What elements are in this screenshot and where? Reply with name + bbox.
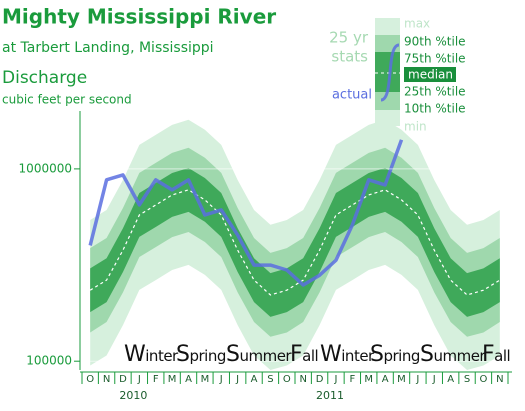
- season-label: Spring: [370, 342, 420, 367]
- x-tick-label: A: [251, 374, 258, 385]
- x-tick-label: N: [496, 374, 503, 385]
- season-label: Fall: [482, 342, 511, 367]
- x-tick-label: A: [382, 374, 389, 385]
- legend-label: actual: [332, 88, 372, 103]
- x-tick-label: S: [464, 374, 470, 385]
- x-tick-label: J: [235, 374, 239, 385]
- x-tick-label: N: [103, 374, 110, 385]
- y-tick-label: 1000000: [19, 161, 72, 175]
- x-tick-label: F: [349, 374, 355, 385]
- legend-label: max: [404, 17, 430, 31]
- year-label: 2010: [119, 389, 147, 402]
- x-tick-label: A: [185, 374, 192, 385]
- x-tick-label: O: [283, 374, 291, 385]
- legend-label: 25th %tile: [404, 85, 466, 99]
- x-tick-label: J: [333, 374, 337, 385]
- chart-subtitle: at Tarbert Landing, Mississippi: [2, 40, 214, 56]
- x-tick-label: M: [201, 374, 210, 385]
- x-tick-label: J: [432, 374, 436, 385]
- x-tick-label: J: [137, 374, 141, 385]
- season-label: Winter: [124, 342, 178, 367]
- unit-label: cubic feet per second: [2, 93, 132, 107]
- legend-title: 25 yr: [329, 29, 369, 47]
- x-tick-label: S: [267, 374, 273, 385]
- y-tick-label: 100000: [26, 354, 72, 368]
- percentile-band: [90, 167, 500, 317]
- season-label: Fall: [290, 342, 319, 367]
- year-label: 2011: [316, 389, 344, 402]
- x-tick-label: A: [447, 374, 454, 385]
- quantity-label: Discharge: [2, 68, 87, 88]
- x-tick-label: M: [168, 374, 177, 385]
- legend-label: 75th %tile: [404, 52, 466, 66]
- x-tick-label: J: [219, 374, 223, 385]
- legend-label: 10th %tile: [404, 102, 466, 116]
- legend-label: min: [404, 120, 427, 134]
- x-tick-label: M: [397, 374, 406, 385]
- actual-line: [88, 139, 404, 287]
- legend-label: 90th %tile: [404, 35, 466, 49]
- season-label: Summer: [226, 342, 292, 367]
- legend-median-box: [404, 67, 456, 82]
- x-tick-label: O: [86, 374, 94, 385]
- x-tick-label: J: [415, 374, 419, 385]
- x-tick-label: N: [299, 374, 306, 385]
- x-tick-label: F: [153, 374, 159, 385]
- season-label: Spring: [176, 342, 226, 367]
- x-tick-label: D: [119, 374, 127, 385]
- median-line: [89, 189, 501, 296]
- legend-swatch: [380, 43, 400, 102]
- x-tick-label: M: [364, 374, 373, 385]
- legend-label: median: [408, 68, 453, 82]
- legend-title: stats: [331, 48, 368, 66]
- season-label: Winter: [320, 342, 374, 367]
- x-tick-label: O: [479, 374, 487, 385]
- x-tick-label: D: [316, 374, 324, 385]
- chart-title: Mighty Mississippi River: [2, 5, 276, 29]
- season-label: Summer: [420, 342, 486, 367]
